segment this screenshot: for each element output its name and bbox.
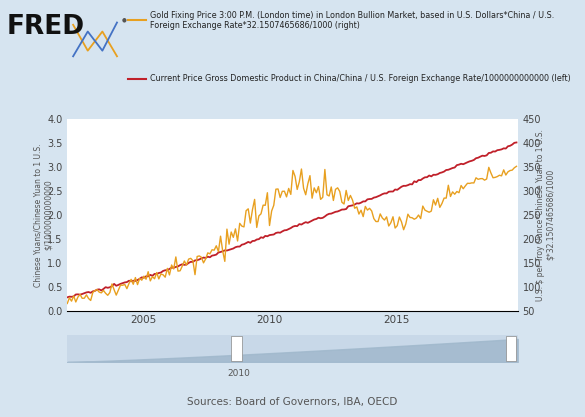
Y-axis label: U.S. $ per Troy Ounce*Chinese Yuan to 1 U.S.
$*32.1507465686/1000: U.S. $ per Troy Ounce*Chinese Yuan to 1 … bbox=[536, 129, 555, 301]
Bar bbox=[505, 336, 517, 361]
Text: ●: ● bbox=[122, 18, 126, 23]
Y-axis label: Chinese Yuans/Chinese Yuan to 1 U.S.
$/1000000000000: Chinese Yuans/Chinese Yuan to 1 U.S. $/1… bbox=[33, 143, 53, 286]
Bar bbox=[231, 336, 242, 361]
Text: Current Price Gross Domestic Product in China/China / U.S. Foreign Exchange Rate: Current Price Gross Domestic Product in … bbox=[150, 74, 570, 83]
Text: FRED: FRED bbox=[7, 13, 85, 40]
Text: 2010: 2010 bbox=[228, 369, 250, 379]
Text: Gold Fixing Price 3:00 P.M. (London time) in London Bullion Market, based in U.S: Gold Fixing Price 3:00 P.M. (London time… bbox=[150, 10, 554, 30]
Text: Sources: Board of Governors, IBA, OECD: Sources: Board of Governors, IBA, OECD bbox=[187, 397, 398, 407]
